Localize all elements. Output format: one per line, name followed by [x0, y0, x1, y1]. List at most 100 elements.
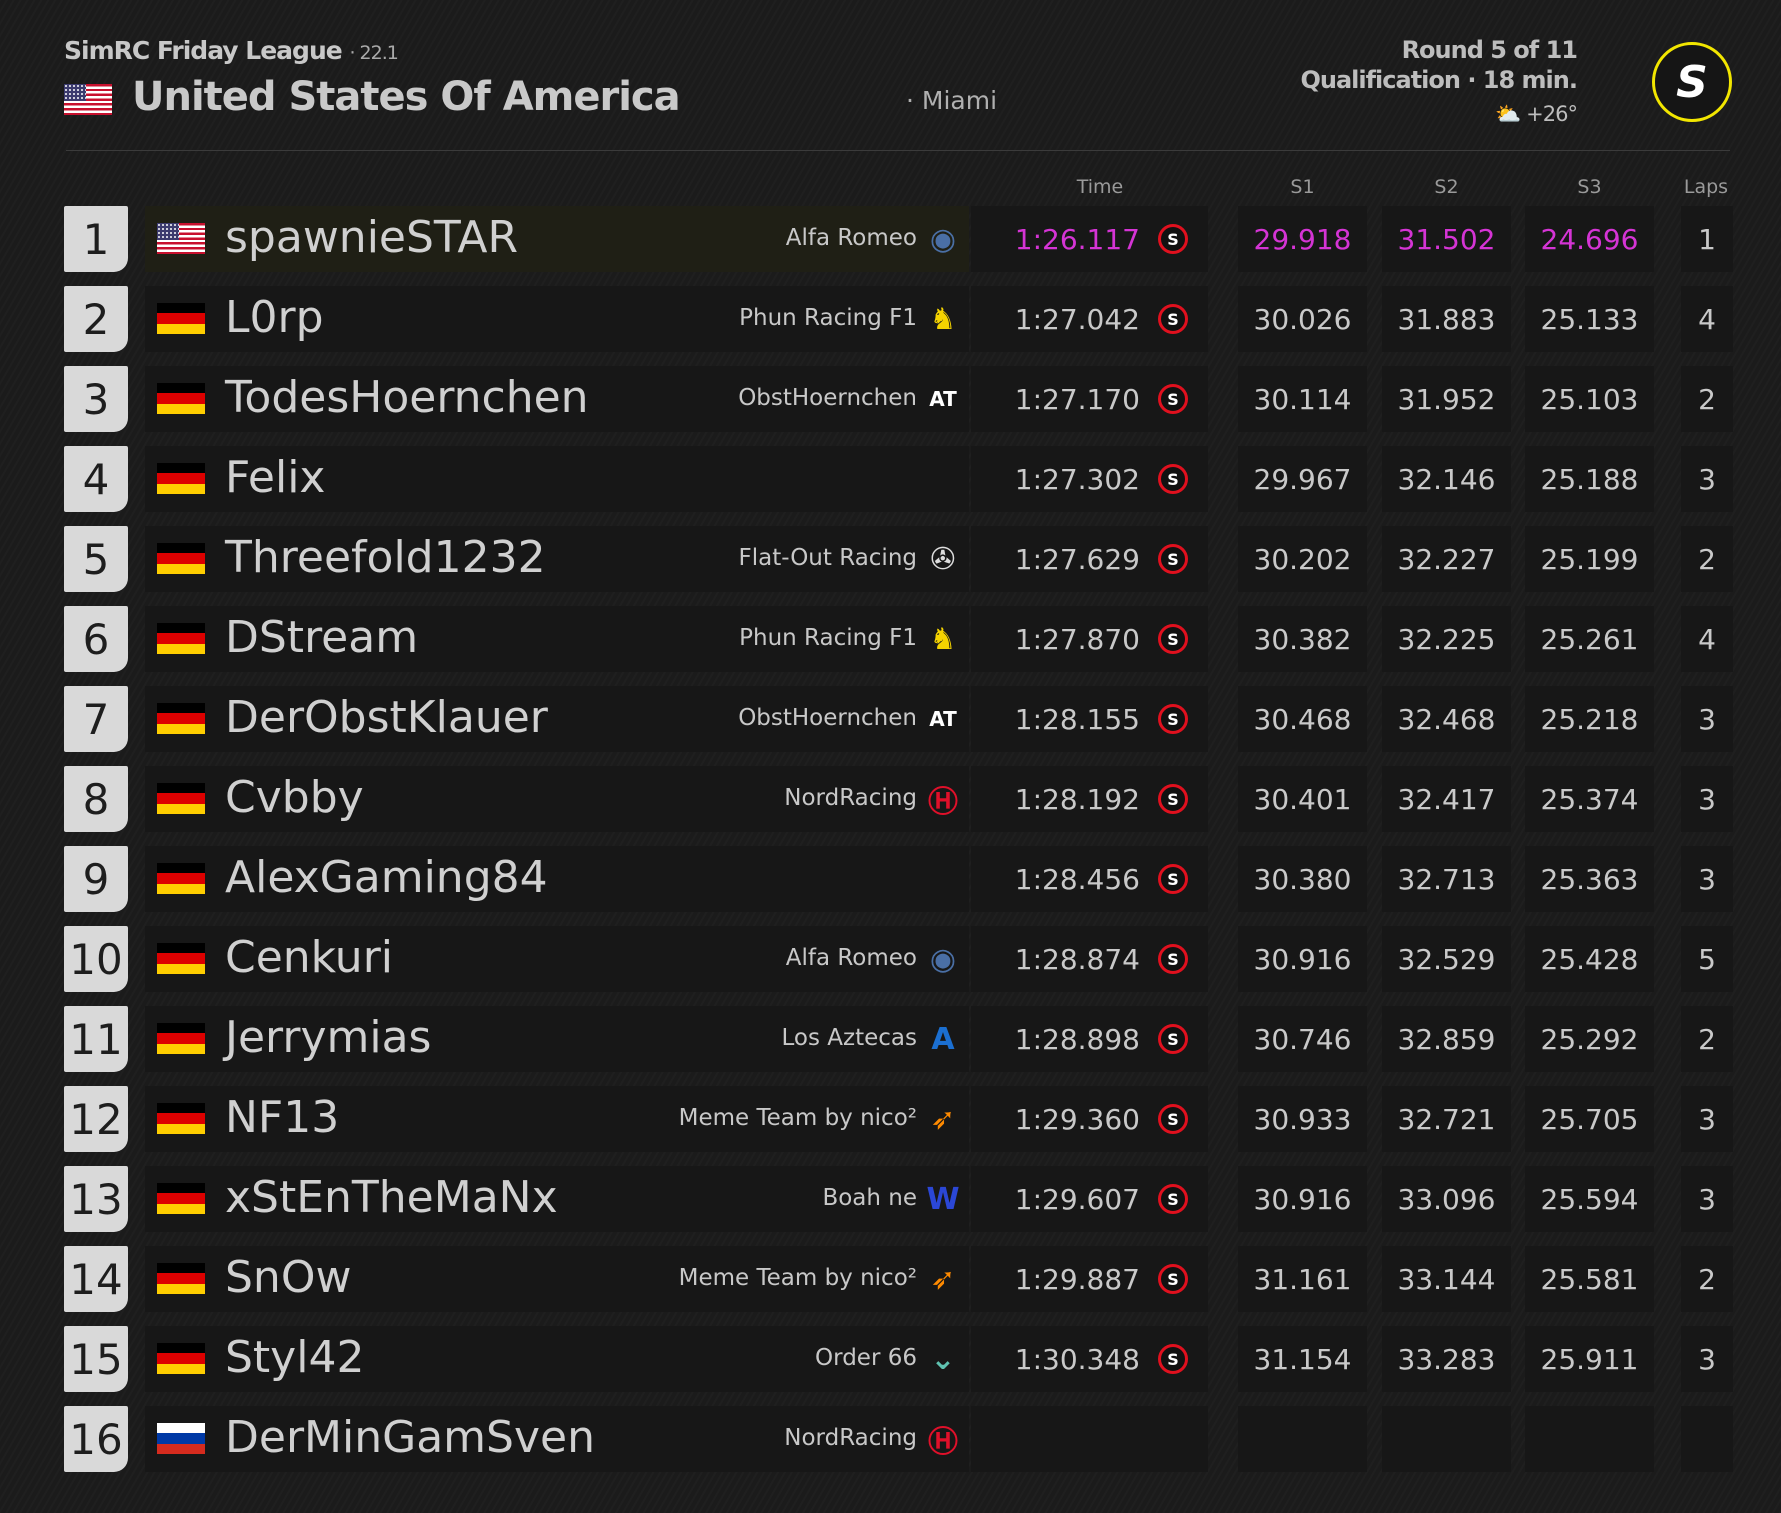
driver-name: DStream — [225, 612, 419, 663]
lap-time: 1:29.360 S — [971, 1086, 1208, 1152]
position-badge: 5 — [64, 526, 128, 592]
de-flag-icon — [157, 1263, 205, 1294]
soft-tyre-icon: S — [1158, 304, 1188, 334]
sector3-time: 25.581 — [1525, 1246, 1654, 1312]
driver-name: spawnieSTAR — [225, 212, 519, 263]
driver-name: AlexGaming84 — [225, 852, 548, 903]
team-name: Boah ne — [822, 1185, 917, 1211]
sector3-time: 25.133 — [1525, 286, 1654, 352]
lap-time: 1:28.898 S — [971, 1006, 1208, 1072]
sector2-time: 32.713 — [1382, 846, 1511, 912]
sector1-time: 30.202 — [1238, 526, 1367, 592]
driver-name: DerObstKlauer — [225, 692, 548, 743]
col-laps: Laps — [1683, 176, 1729, 198]
williams-icon: W — [926, 1181, 960, 1217]
lap-time: 1:29.607 S — [971, 1166, 1208, 1232]
city-label: · Miami — [906, 86, 998, 115]
laps-count: 5 — [1681, 926, 1733, 992]
driver-name: L0rp — [225, 292, 324, 343]
sector3-time: 25.199 — [1525, 526, 1654, 592]
col-s2: S2 — [1434, 176, 1459, 198]
league-title: SimRC Friday League · 22.1 — [64, 36, 399, 65]
league-logo: S — [1652, 42, 1732, 122]
driver-name: NF13 — [225, 1092, 340, 1143]
lap-time: 1:27.870 S — [971, 606, 1208, 672]
position-badge: 14 — [64, 1246, 128, 1312]
driver-name: Jerrymias — [225, 1012, 432, 1063]
lap-time: 1:28.456 S — [971, 846, 1208, 912]
sector1-time: 30.916 — [1238, 926, 1367, 992]
laps-count: 2 — [1681, 366, 1733, 432]
sector2-time: 32.227 — [1382, 526, 1511, 592]
driver-cell: Jerrymias Los Aztecas A — [145, 1006, 969, 1072]
de-flag-icon — [157, 383, 205, 414]
sector2-time — [1382, 1406, 1511, 1472]
sector1-time: 30.380 — [1238, 846, 1367, 912]
de-flag-icon — [157, 1183, 205, 1214]
team-name: Los Aztecas — [781, 1025, 917, 1051]
round-label: Round 5 of 11 — [1401, 36, 1578, 64]
sector3-time — [1525, 1406, 1654, 1472]
ferrari-icon: ♞ — [929, 621, 957, 657]
team-name: Order 66 — [815, 1345, 917, 1371]
col-s1: S1 — [1290, 176, 1315, 198]
team-name: ObstHoernchen — [738, 705, 917, 731]
mclaren-icon: ➶ — [930, 1101, 956, 1137]
de-flag-icon — [157, 1103, 205, 1134]
position-badge: 4 — [64, 446, 128, 512]
position-badge: 10 — [64, 926, 128, 992]
lap-time: 1:28.192 S — [971, 766, 1208, 832]
driver-cell: DerMinGamSven NordRacing Ⓗ — [145, 1406, 969, 1472]
lap-time: 1:27.302 S — [971, 446, 1208, 512]
laps-count: 3 — [1681, 446, 1733, 512]
position-badge: 12 — [64, 1086, 128, 1152]
driver-cell: SnOw Meme Team by nico² ➶ — [145, 1246, 969, 1312]
partly-cloudy-icon: ⛅ — [1495, 102, 1521, 126]
laps-count: 2 — [1681, 1006, 1733, 1072]
sector2-time: 32.859 — [1382, 1006, 1511, 1072]
position-badge: 8 — [64, 766, 128, 832]
sector3-time: 25.911 — [1525, 1326, 1654, 1392]
driver-cell: DStream Phun Racing F1 ♞ — [145, 606, 969, 672]
driver-cell: xStEnTheMaNx Boah ne W — [145, 1166, 969, 1232]
driver-name: Styl42 — [225, 1332, 365, 1383]
divider — [66, 150, 1730, 151]
team-name: Meme Team by nico² — [678, 1265, 917, 1291]
sector1-time: 31.161 — [1238, 1246, 1367, 1312]
sector1-time: 30.114 — [1238, 366, 1367, 432]
haas-icon: Ⓗ — [928, 785, 958, 820]
sector1-time: 31.154 — [1238, 1326, 1367, 1392]
team-name: Alfa Romeo — [785, 225, 917, 251]
de-flag-icon — [157, 703, 205, 734]
country-title: United States Of America — [132, 74, 681, 120]
lap-time: 1:28.874 S — [971, 926, 1208, 992]
sector2-time: 31.502 — [1382, 206, 1511, 272]
col-time: Time — [1076, 176, 1124, 198]
soft-tyre-icon: S — [1158, 224, 1188, 254]
sector2-time: 32.721 — [1382, 1086, 1511, 1152]
sector3-time: 25.363 — [1525, 846, 1654, 912]
de-flag-icon — [157, 783, 205, 814]
sector2-time: 31.883 — [1382, 286, 1511, 352]
driver-name: Felix — [225, 452, 326, 503]
soft-tyre-icon: S — [1158, 624, 1188, 654]
soft-tyre-icon: S — [1158, 1024, 1188, 1054]
de-flag-icon — [157, 543, 205, 574]
soft-tyre-icon: S — [1158, 464, 1188, 494]
position-badge: 13 — [64, 1166, 128, 1232]
driver-cell: Felix — [145, 446, 969, 512]
laps-count: 3 — [1681, 846, 1733, 912]
driver-name: xStEnTheMaNx — [225, 1172, 558, 1223]
sector1-time: 30.916 — [1238, 1166, 1367, 1232]
laps-count: 2 — [1681, 1246, 1733, 1312]
de-flag-icon — [157, 1023, 205, 1054]
team-name: NordRacing — [784, 785, 917, 811]
sector3-time: 24.696 — [1525, 206, 1654, 272]
mclaren-icon: ➶ — [930, 1261, 956, 1297]
sector1-time: 29.918 — [1238, 206, 1367, 272]
lap-time: 1:30.348 S — [971, 1326, 1208, 1392]
de-flag-icon — [157, 303, 205, 334]
laps-count: 3 — [1681, 766, 1733, 832]
position-badge: 16 — [64, 1406, 128, 1472]
sector1-time: 29.967 — [1238, 446, 1367, 512]
